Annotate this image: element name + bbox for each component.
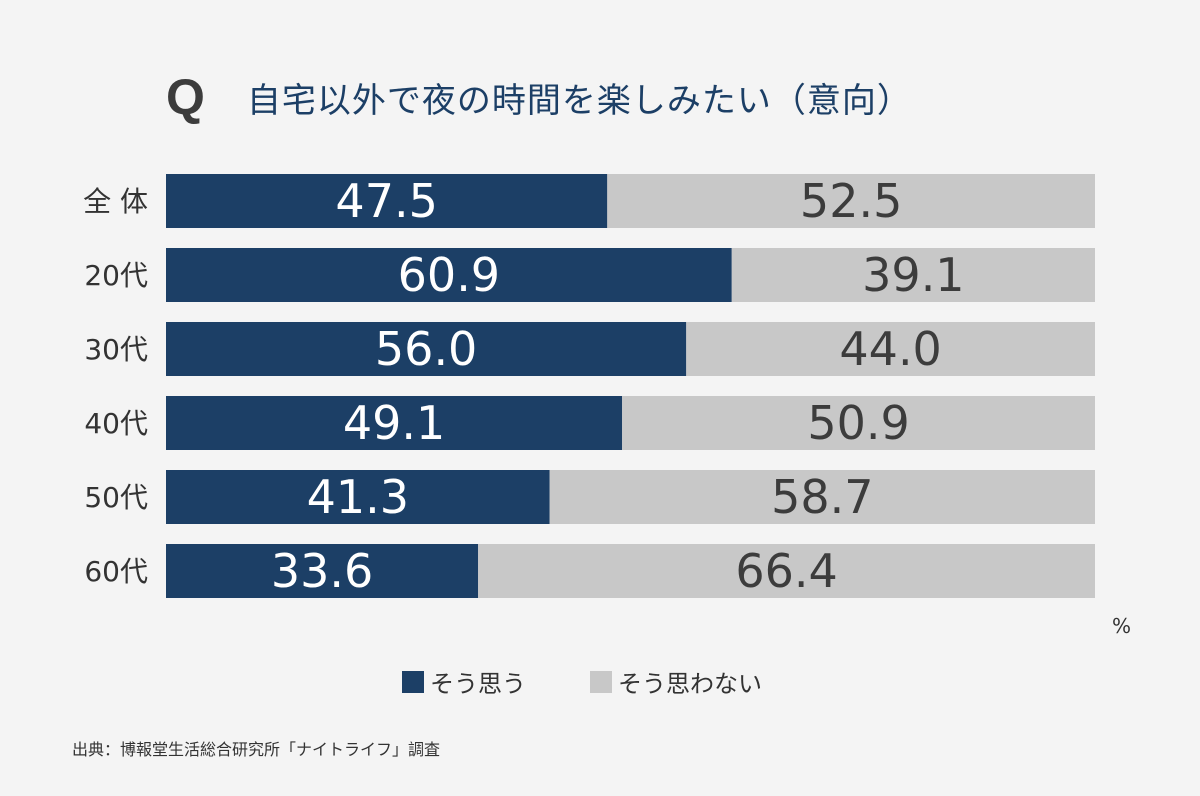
bar-segment-disagree	[731, 248, 1095, 302]
bar-segment-disagree	[686, 322, 1095, 376]
data-label-disagree: 52.5	[800, 174, 902, 228]
chart-title: 自宅以外で夜の時間を楽しみたい（意向）	[246, 80, 912, 121]
data-label-disagree: 50.9	[807, 396, 909, 450]
legend-label-disagree: そう思わない	[618, 670, 762, 698]
question-mark-label: Q	[166, 69, 205, 125]
data-label-disagree: 66.4	[735, 544, 837, 598]
legend-swatch-agree	[402, 670, 424, 693]
data-label-disagree: 39.1	[862, 248, 964, 302]
bar-segment-agree	[166, 396, 623, 450]
data-label-disagree: 58.7	[771, 470, 873, 524]
data-label-agree: 47.5	[335, 174, 437, 228]
data-label-agree: 33.6	[271, 544, 373, 598]
bar-segment-disagree	[478, 544, 1095, 598]
category-label: 30代	[84, 333, 148, 366]
category-label: 50代	[84, 481, 148, 514]
data-label-agree: 56.0	[375, 322, 477, 376]
bar-segment-disagree	[622, 396, 1095, 450]
data-label-agree: 41.3	[307, 470, 409, 524]
data-label-disagree: 44.0	[839, 322, 941, 376]
bar-segment-agree	[166, 544, 479, 598]
chart-title-row: Q 自宅以外で夜の時間を楽しみたい（意向）	[166, 62, 912, 132]
legend-item-disagree: そう思わない	[590, 664, 762, 699]
bar-segment-agree	[166, 248, 732, 302]
bar-segment-disagree	[607, 174, 1095, 228]
data-label-agree: 60.9	[398, 248, 500, 302]
legend-label-agree: そう思う	[430, 670, 526, 698]
category-label: 20代	[84, 259, 148, 292]
bar-segment-agree	[166, 322, 687, 376]
category-label: 全 体	[83, 185, 148, 218]
data-label-agree: 49.1	[343, 396, 445, 450]
legend-swatch-disagree	[590, 670, 612, 693]
legend-item-agree: そう思う	[402, 664, 526, 699]
bar-segment-agree	[166, 174, 608, 228]
category-label: 60代	[84, 555, 148, 588]
source-note: 出典：博報堂生活総合研究所「ナイトライフ」調査	[72, 740, 441, 759]
bar-segment-disagree	[549, 470, 1095, 524]
category-label: 40代	[84, 407, 148, 440]
legend: そう思う そう思わない	[402, 664, 826, 699]
unit-label: %	[1112, 614, 1132, 638]
bar-segment-agree	[166, 470, 550, 524]
